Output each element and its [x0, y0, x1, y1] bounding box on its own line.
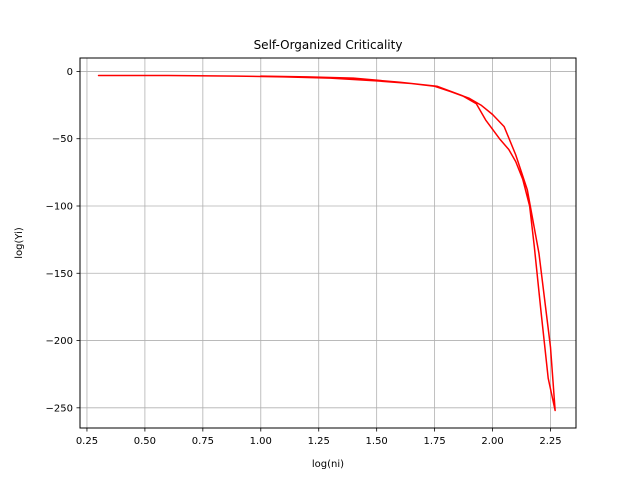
series-layer	[97, 74, 556, 412]
y-tick-label: −250	[46, 403, 73, 414]
x-tick-label: 1.75	[423, 436, 445, 447]
x-tick-label: 1.00	[250, 436, 272, 447]
x-tick-label: 0.25	[76, 436, 98, 447]
axes-frame	[79, 57, 577, 429]
x-tick-label: 2.25	[539, 436, 561, 447]
x-tick-label: 1.25	[308, 436, 330, 447]
grid-lines	[80, 58, 576, 428]
chart-title: Self-Organized Criticality	[254, 38, 403, 52]
x-tick-label: 1.50	[366, 436, 388, 447]
x-tick-label: 0.75	[192, 436, 214, 447]
y-tick-label: −100	[46, 202, 73, 213]
series-line-0	[97, 74, 556, 412]
x-tick-label: 2.00	[481, 436, 503, 447]
y-axis-label: log(Yi)	[14, 227, 25, 259]
y-tick-label: −200	[46, 336, 73, 347]
y-tick-label: 0	[67, 67, 73, 78]
y-tick-label: −50	[52, 134, 73, 145]
x-tick-label: 0.50	[134, 436, 156, 447]
y-tick-label: −150	[46, 269, 73, 280]
x-axis-label: log(ni)	[312, 459, 344, 470]
tick-marks: 0.25 0.50 0.75 1.00 1.25 1.50 1.75 2.00 2.25 0 −50…	[46, 67, 562, 447]
